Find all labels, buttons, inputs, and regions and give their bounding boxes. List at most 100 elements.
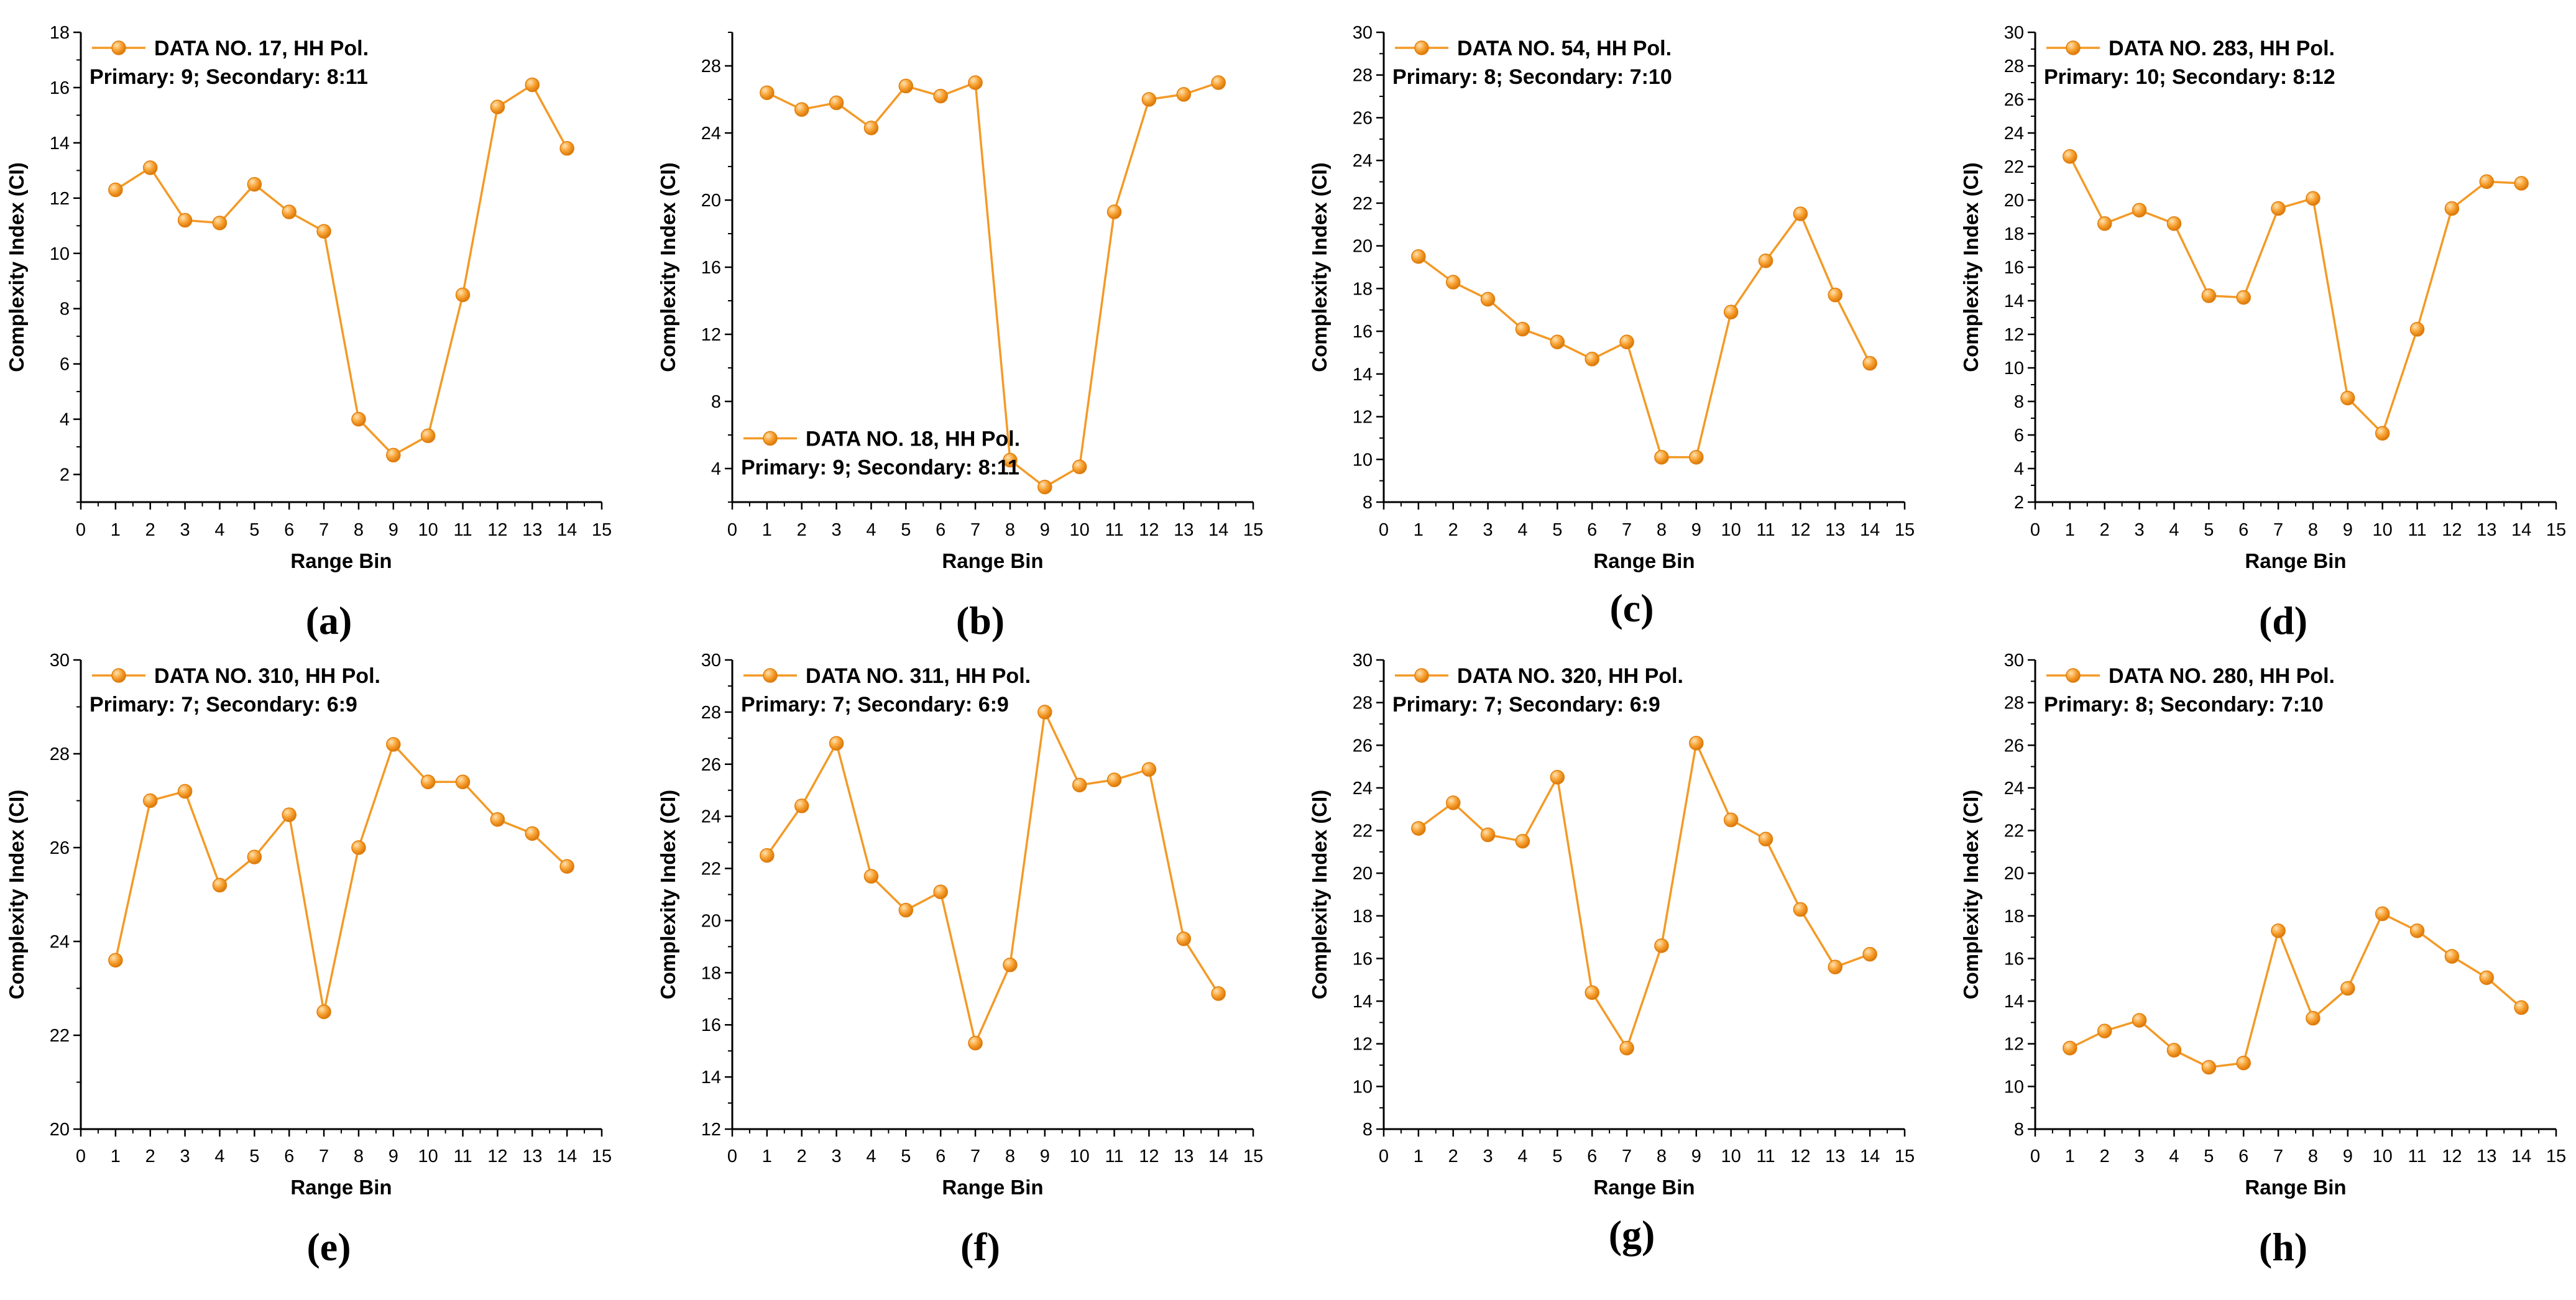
y-tick-label: 8 <box>711 392 721 412</box>
y-tick-label: 16 <box>2004 258 2024 278</box>
x-tick-label: 15 <box>1243 1147 1263 1166</box>
x-tick-label: 7 <box>1622 520 1632 540</box>
x-tick-label: 14 <box>557 1147 577 1166</box>
y-tick-label: 22 <box>701 859 721 879</box>
y-tick-label: 24 <box>1353 779 1373 799</box>
x-tick-label: 11 <box>1756 520 1775 540</box>
x-tick-label: 12 <box>1790 1147 1810 1166</box>
panel-label: (f) <box>960 1225 1000 1269</box>
data-point <box>2514 176 2529 191</box>
x-tick-label: 1 <box>2065 520 2075 540</box>
y-axis-title: Complexity Index (CI) <box>1308 790 1331 999</box>
x-axis-title: Range Bin <box>2245 1176 2346 1199</box>
x-tick-label: 0 <box>2030 520 2040 540</box>
x-tick-label: 5 <box>249 1147 259 1166</box>
y-tick-label: 28 <box>701 57 721 76</box>
x-tick-label: 9 <box>1040 1147 1050 1166</box>
y-tick-label: 10 <box>1353 1077 1373 1097</box>
x-tick-label: 7 <box>970 520 980 540</box>
chart-panel-b: 0 1 2 3 4 5 6 7 8 9 10 11 12 13 14 15481216202428Range … <box>656 32 1263 643</box>
data-point <box>1480 827 1496 843</box>
data-point <box>1445 795 1461 810</box>
x-tick-label: 2 <box>2100 1147 2110 1166</box>
data-point <box>1141 762 1157 777</box>
data-point <box>933 88 948 104</box>
x-axis-title: Range Bin <box>2245 549 2346 572</box>
x-tick-label: 6 <box>1587 520 1597 540</box>
data-point <box>1037 705 1052 720</box>
y-tick-label: 20 <box>701 191 721 211</box>
data-point <box>1176 932 1192 946</box>
x-tick-label: 1 <box>111 1147 121 1166</box>
y-tick-label: 20 <box>1353 237 1373 257</box>
primary-secondary-note: Primary: 10; Secondary: 8:12 <box>2044 65 2335 89</box>
y-tick-label: 14 <box>1353 365 1373 385</box>
primary-secondary-note: Primary: 7; Secondary: 6:9 <box>1392 693 1660 716</box>
x-tick-label: 8 <box>354 520 364 540</box>
data-point <box>2375 426 2390 441</box>
x-tick-label: 4 <box>214 520 224 540</box>
x-tick-label: 1 <box>1414 1147 1424 1166</box>
y-axis-title: Complexity Index (CI) <box>656 162 679 372</box>
x-tick-label: 4 <box>866 520 876 540</box>
y-tick-label: 4 <box>711 459 721 479</box>
x-tick-label: 11 <box>2408 1147 2426 1166</box>
y-axis-title: Complexity Index (CI) <box>1959 162 1982 372</box>
data-point <box>933 884 948 900</box>
y-tick-label: 12 <box>2004 325 2024 345</box>
data-point <box>1793 902 1808 917</box>
series-line <box>766 81 1219 488</box>
x-tick-label: 5 <box>1552 1147 1562 1166</box>
x-tick-label: 11 <box>1105 1147 1123 1166</box>
y-tick-label: 16 <box>2004 949 2024 969</box>
x-tick-label: 6 <box>2238 520 2248 540</box>
x-tick-label: 7 <box>1622 1147 1632 1166</box>
x-tick-label: 13 <box>522 1147 542 1166</box>
y-tick-label: 22 <box>50 1026 70 1046</box>
data-point <box>559 859 574 874</box>
x-tick-label: 7 <box>319 1147 329 1166</box>
data-point <box>1211 986 1226 1001</box>
x-tick-label: 13 <box>1825 520 1845 540</box>
data-point <box>2236 290 2251 305</box>
data-point <box>1828 959 1843 974</box>
y-tick-label: 14 <box>1353 992 1373 1012</box>
x-tick-label: 8 <box>1657 520 1667 540</box>
data-point <box>316 224 331 239</box>
x-tick-label: 0 <box>2030 1147 2040 1166</box>
x-axis-title: Range Bin <box>942 549 1043 572</box>
data-point <box>386 447 401 463</box>
y-tick-label: 22 <box>2004 822 2024 841</box>
x-tick-label: 2 <box>797 1147 807 1166</box>
x-tick-label: 10 <box>418 1147 438 1166</box>
series-line <box>1417 742 1870 1050</box>
y-tick-label: 8 <box>1363 1120 1373 1140</box>
data-point <box>420 774 436 790</box>
x-tick-label: 7 <box>970 1147 980 1166</box>
x-tick-label: 14 <box>1208 1147 1228 1166</box>
legend-marker <box>2066 668 2081 683</box>
y-tick-label: 30 <box>701 651 721 671</box>
x-tick-label: 14 <box>1208 520 1228 540</box>
y-tick-label: 28 <box>50 744 70 764</box>
x-tick-label: 1 <box>762 1147 772 1166</box>
y-tick-label: 30 <box>1353 23 1373 43</box>
data-point <box>455 774 471 790</box>
x-tick-label: 15 <box>1895 520 1915 540</box>
x-tick-label: 10 <box>418 520 438 540</box>
y-tick-label: 20 <box>1353 864 1373 884</box>
x-tick-label: 0 <box>76 1147 86 1166</box>
y-tick-label: 14 <box>50 134 70 153</box>
y-tick-label: 28 <box>2004 57 2024 76</box>
y-tick-label: 30 <box>1353 651 1373 671</box>
legend-label: DATA NO. 18, HH Pol. <box>806 427 1020 451</box>
data-point <box>1211 75 1226 90</box>
data-point <box>863 121 879 135</box>
chart-panel-g: 0 1 2 3 4 5 6 7 8 9 10 11 12 13 14 15810121416182022242… <box>1308 651 1915 1257</box>
y-tick-label: 12 <box>701 1120 721 1140</box>
y-tick-label: 28 <box>1353 66 1373 86</box>
data-point <box>2201 1060 2217 1075</box>
x-tick-label: 8 <box>1657 1147 1667 1166</box>
y-tick-label: 16 <box>1353 322 1373 342</box>
